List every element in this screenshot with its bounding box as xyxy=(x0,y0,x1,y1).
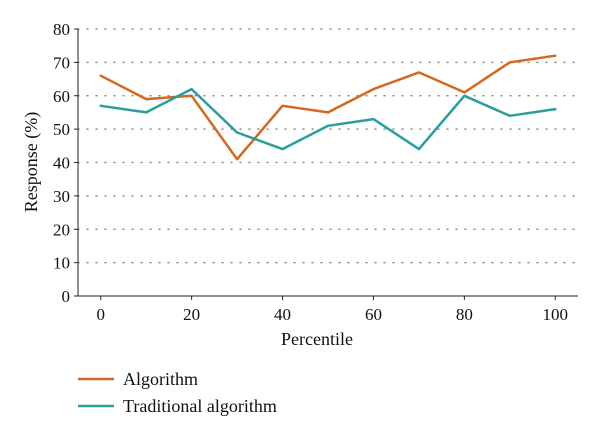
y-tick-label-10: 10 xyxy=(53,254,70,273)
series-line-algorithm xyxy=(99,54,557,161)
y-tick-label-20: 20 xyxy=(53,220,70,239)
x-tick-label-20: 20 xyxy=(183,305,200,324)
y-tick-label-80: 80 xyxy=(53,20,70,39)
y-axis-label: Response (%) xyxy=(21,112,42,212)
x-tick-label-100: 100 xyxy=(543,305,569,324)
x-tick-label-0: 0 xyxy=(96,305,105,324)
legend-label-algorithm: Algorithm xyxy=(123,369,198,389)
y-tick-label-60: 60 xyxy=(53,87,70,106)
x-tick-label-40: 40 xyxy=(274,305,291,324)
y-tick-label-70: 70 xyxy=(53,53,70,72)
series-lines xyxy=(99,54,557,161)
x-axis-label: Percentile xyxy=(281,329,353,349)
y-tick-label-50: 50 xyxy=(53,120,70,139)
tick-labels: 0 10 20 30 40 50 60 70 80 0 20 40 60 80 100 xyxy=(53,20,568,324)
y-tick-label-30: 30 xyxy=(53,187,70,206)
legend-label-traditional-algorithm: Traditional algorithm xyxy=(123,396,277,416)
grid-lines xyxy=(77,28,579,264)
y-tick-label-0: 0 xyxy=(62,287,71,306)
legend: Algorithm Traditional algorithm xyxy=(78,369,277,416)
series-line-traditional-algorithm xyxy=(99,87,557,151)
x-tick-label-60: 60 xyxy=(365,305,382,324)
x-tick-label-80: 80 xyxy=(456,305,473,324)
axes xyxy=(74,28,578,300)
y-tick-label-40: 40 xyxy=(53,154,70,173)
